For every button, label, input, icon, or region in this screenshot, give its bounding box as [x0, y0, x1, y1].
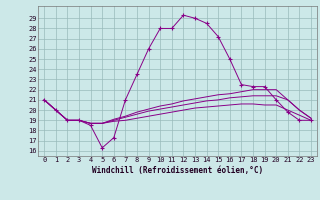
X-axis label: Windchill (Refroidissement éolien,°C): Windchill (Refroidissement éolien,°C): [92, 166, 263, 175]
